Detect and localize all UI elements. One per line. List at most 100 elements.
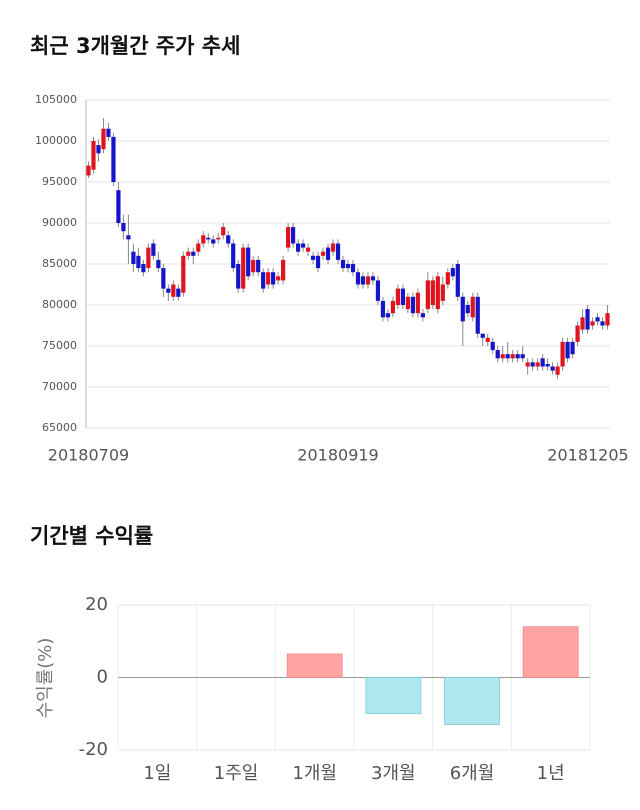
candle-body bbox=[191, 251, 196, 256]
x-tick-label: 3개월 bbox=[371, 763, 416, 784]
candle-body bbox=[261, 272, 266, 289]
candle-body bbox=[450, 268, 455, 277]
y-tick-label: 20 bbox=[85, 594, 108, 615]
candle-body bbox=[161, 268, 166, 289]
candle-body bbox=[425, 280, 430, 310]
candle-body bbox=[151, 243, 156, 256]
candle-body bbox=[291, 227, 296, 244]
candle-body bbox=[315, 255, 321, 269]
candle-body bbox=[206, 237, 211, 240]
candle-body bbox=[310, 255, 316, 260]
candle-body bbox=[525, 362, 530, 367]
candle-body bbox=[181, 255, 186, 293]
candle-body bbox=[535, 362, 540, 367]
candle-body bbox=[166, 288, 171, 293]
candle-body bbox=[136, 255, 141, 269]
chart-title: 기간별 수익률 bbox=[30, 524, 153, 548]
candle-body bbox=[445, 272, 450, 285]
candle-body bbox=[595, 317, 600, 322]
candle-body bbox=[126, 235, 131, 240]
candle-body bbox=[365, 276, 371, 285]
x-tick-label: 20180919 bbox=[297, 446, 378, 465]
candle-body bbox=[176, 288, 181, 297]
candle-body bbox=[340, 259, 346, 269]
candle-body bbox=[605, 313, 610, 326]
candle-body bbox=[360, 276, 366, 285]
x-tick-label: 20181205 bbox=[547, 446, 628, 465]
candle-body bbox=[520, 354, 525, 359]
candle-body bbox=[131, 251, 136, 264]
candle-body bbox=[575, 325, 580, 342]
candle-body bbox=[490, 341, 495, 351]
candle-body bbox=[266, 272, 271, 285]
candle-body bbox=[355, 272, 361, 285]
candle-body bbox=[216, 237, 221, 240]
candle-body bbox=[420, 313, 425, 318]
candle-body bbox=[96, 145, 101, 154]
chart-title: 최근 3개월간 주가 추세 bbox=[30, 34, 240, 58]
candle-body bbox=[480, 333, 485, 338]
x-tick-label: 1주일 bbox=[214, 763, 259, 784]
candle-body bbox=[106, 128, 111, 137]
candle-body bbox=[241, 247, 246, 289]
candle-body bbox=[410, 296, 415, 314]
candle-body bbox=[555, 366, 560, 375]
candle-body bbox=[86, 165, 91, 176]
candle-body bbox=[256, 259, 261, 273]
candle-body bbox=[116, 190, 121, 223]
y-tick-label: 75000 bbox=[42, 339, 77, 352]
candle-body bbox=[211, 239, 216, 244]
candle-body bbox=[580, 317, 585, 330]
candle-body bbox=[101, 128, 106, 150]
candle-body bbox=[390, 300, 396, 314]
candle-body bbox=[440, 284, 445, 301]
candle-body bbox=[590, 321, 595, 326]
y-tick-label: 70000 bbox=[42, 380, 77, 393]
x-tick-label: 1개월 bbox=[292, 763, 337, 784]
y-tick-label: 80000 bbox=[42, 298, 77, 311]
candle-body bbox=[276, 276, 281, 281]
candle-body bbox=[186, 251, 191, 256]
bar bbox=[365, 677, 422, 715]
candle-body bbox=[415, 292, 420, 314]
candle-body bbox=[435, 276, 440, 310]
candle-body bbox=[281, 259, 286, 281]
y-tick-label: 100000 bbox=[35, 134, 77, 147]
candle-body bbox=[325, 247, 331, 260]
y-axis-label: 수익률(%) bbox=[35, 638, 56, 719]
y-tick-label: 0 bbox=[97, 667, 108, 688]
candle-body bbox=[385, 313, 391, 318]
x-tick-label: 1년 bbox=[537, 763, 565, 784]
candle-body bbox=[335, 243, 341, 260]
y-tick-label: 85000 bbox=[42, 257, 77, 270]
y-tick-label: 95000 bbox=[42, 175, 77, 188]
candle-body bbox=[375, 280, 381, 301]
candle-body bbox=[236, 264, 241, 289]
candle-body bbox=[585, 309, 590, 330]
candle-body bbox=[350, 264, 356, 273]
candle-body bbox=[345, 264, 351, 269]
candle-body bbox=[485, 337, 490, 342]
candle-body bbox=[271, 272, 276, 285]
candle-body bbox=[540, 358, 545, 367]
bar bbox=[444, 677, 500, 726]
candle-body bbox=[560, 341, 565, 367]
candle-body bbox=[370, 276, 376, 281]
candle-body bbox=[400, 288, 405, 305]
candle-body bbox=[141, 264, 146, 273]
candle-body bbox=[251, 259, 256, 273]
candle-body bbox=[500, 354, 505, 359]
candle-body bbox=[300, 243, 306, 248]
y-tick-label: -20 bbox=[79, 739, 108, 760]
candle-body bbox=[111, 136, 116, 182]
candle-body bbox=[156, 259, 161, 269]
candle-body bbox=[320, 251, 326, 256]
bar bbox=[522, 626, 579, 678]
candle-body bbox=[246, 247, 251, 277]
candle-body bbox=[550, 366, 555, 371]
candle-body bbox=[221, 227, 226, 236]
y-tick-label: 105000 bbox=[35, 93, 77, 106]
y-tick-label: 65000 bbox=[42, 421, 77, 434]
candle-body bbox=[305, 247, 311, 252]
